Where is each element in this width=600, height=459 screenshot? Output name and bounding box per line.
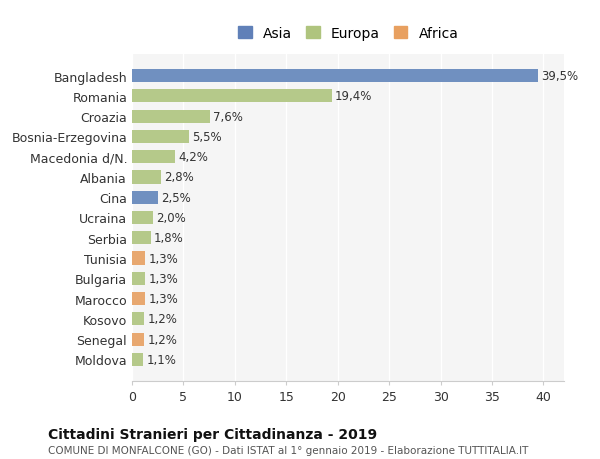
Text: 5,5%: 5,5% xyxy=(191,131,221,144)
Text: 2,8%: 2,8% xyxy=(164,171,194,184)
Text: 1,2%: 1,2% xyxy=(148,333,178,346)
Text: 1,8%: 1,8% xyxy=(154,232,184,245)
Bar xyxy=(132,333,145,346)
Text: 2,0%: 2,0% xyxy=(155,212,185,224)
Bar xyxy=(132,252,145,265)
Bar xyxy=(132,313,145,326)
Bar xyxy=(132,130,188,144)
Text: 1,1%: 1,1% xyxy=(146,353,176,366)
Legend: Asia, Europa, Africa: Asia, Europa, Africa xyxy=(230,20,466,47)
Bar xyxy=(132,151,175,164)
Text: 1,3%: 1,3% xyxy=(148,252,178,265)
Bar xyxy=(132,70,538,83)
Bar xyxy=(132,272,145,285)
Bar xyxy=(132,90,332,103)
Bar xyxy=(132,232,151,245)
Text: 4,2%: 4,2% xyxy=(178,151,208,164)
Bar xyxy=(132,191,158,204)
Bar xyxy=(132,292,145,306)
Text: Cittadini Stranieri per Cittadinanza - 2019: Cittadini Stranieri per Cittadinanza - 2… xyxy=(48,427,377,441)
Text: 1,3%: 1,3% xyxy=(148,292,178,305)
Text: COMUNE DI MONFALCONE (GO) - Dati ISTAT al 1° gennaio 2019 - Elaborazione TUTTITA: COMUNE DI MONFALCONE (GO) - Dati ISTAT a… xyxy=(48,445,529,455)
Text: 19,4%: 19,4% xyxy=(335,90,372,103)
Text: 1,3%: 1,3% xyxy=(148,272,178,285)
Text: 1,2%: 1,2% xyxy=(148,313,178,325)
Text: 39,5%: 39,5% xyxy=(541,70,578,83)
Bar xyxy=(132,353,143,366)
Text: 2,5%: 2,5% xyxy=(161,191,191,204)
Text: 7,6%: 7,6% xyxy=(213,111,243,123)
Bar xyxy=(132,171,161,184)
Bar xyxy=(132,212,152,224)
Bar xyxy=(132,110,210,123)
